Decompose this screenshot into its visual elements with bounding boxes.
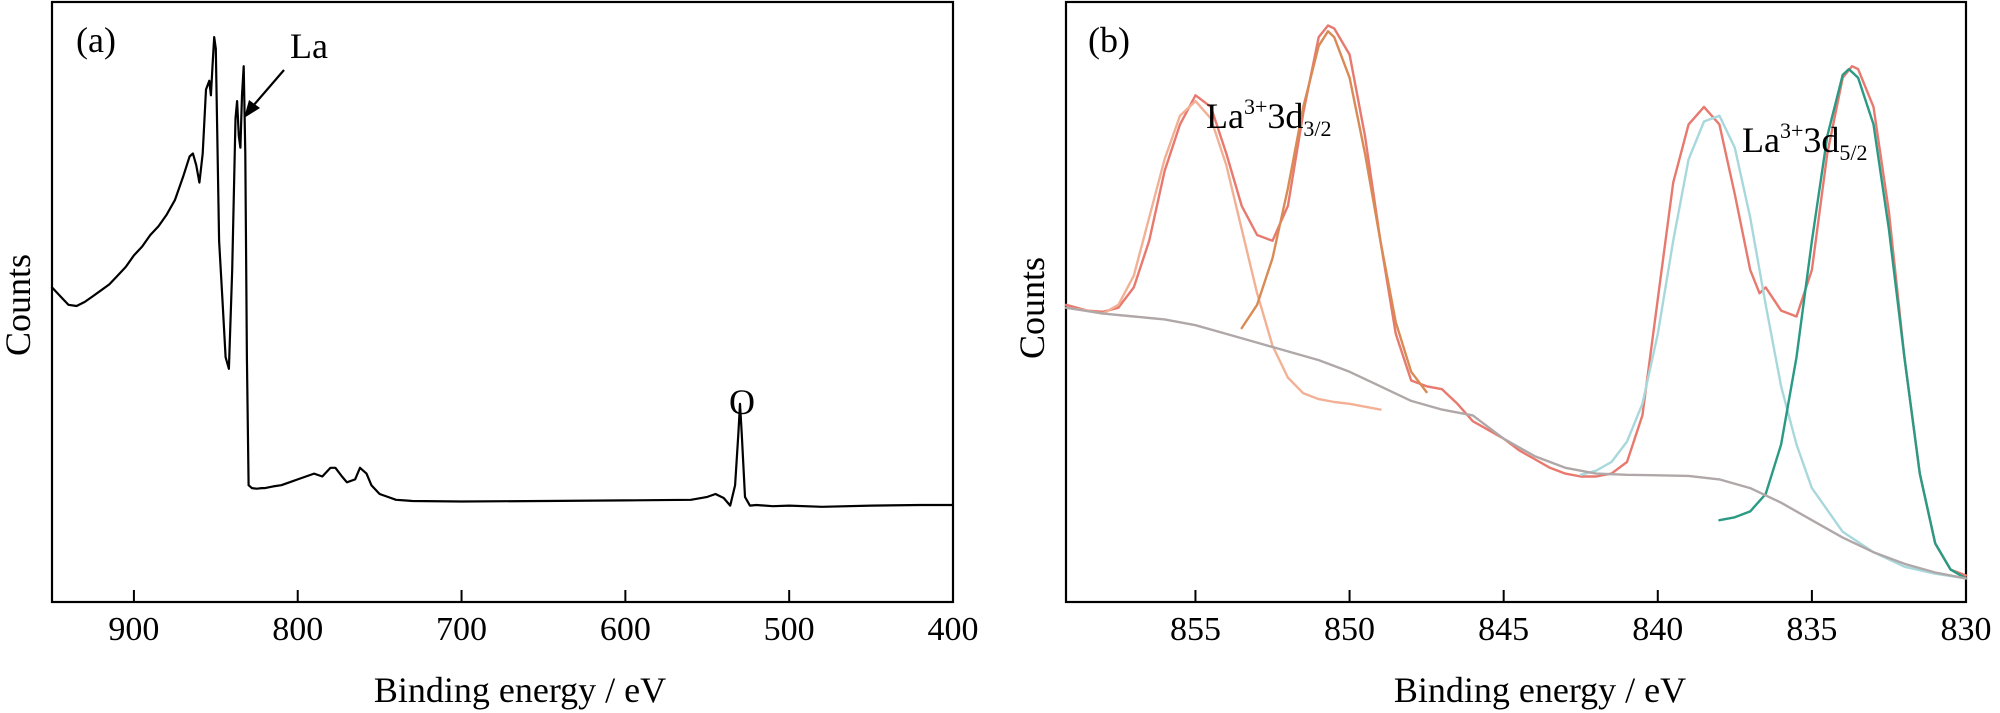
panel-b-y-axis-title: Counts <box>1012 257 1052 359</box>
peak-label-3d32-element: La <box>1206 96 1244 136</box>
peak-label-3d32-orbital: 3d <box>1267 96 1303 136</box>
panel-b-x-tick-label-0: 855 <box>1170 611 1221 648</box>
panel-b-x-tick-label-5: 830 <box>1941 611 1992 648</box>
peak-label-3d52-orbital: 3d <box>1803 120 1839 160</box>
panel-b-x-tick-label-2: 845 <box>1478 611 1529 648</box>
panel-b-x-axis-title: Binding energy / eV <box>1394 670 1686 710</box>
peak-label-3d52-charge: 3+ <box>1780 118 1803 143</box>
panel-b-series-4 <box>1718 67 1968 580</box>
peak-label-3d52-element: La <box>1742 120 1780 160</box>
panel-a-series-0 <box>50 36 955 508</box>
panel-b-x-tick-label-1: 850 <box>1324 611 1375 648</box>
panel-b-series-2 <box>1240 30 1428 394</box>
panel-b-curves <box>1064 24 1968 580</box>
panel-a-la-annotation: La <box>290 26 328 66</box>
panel-a-label: (a) <box>76 20 116 60</box>
panel-b-series-3 <box>1579 114 1968 580</box>
panel-b-series-1 <box>1064 99 1382 411</box>
panel-b-la3d-spectrum: 855 850 845 840 835 830 (b) Binding energy / … <box>1012 0 1992 710</box>
panel-a-curves <box>50 36 955 508</box>
panel-a-survey-spectrum: 900 800 700 600 500 400 (a) Binding energy / … <box>0 0 979 710</box>
panel-b-plot-frame <box>1064 0 1968 604</box>
panel-b-label: (b) <box>1088 20 1130 60</box>
panel-b-x-tick-label-3: 840 <box>1632 611 1683 648</box>
panel-a-o-annotation: O <box>729 382 755 422</box>
panel-a-x-tick-label-0: 900 <box>108 611 159 648</box>
panel-a-x-tick-label-2: 700 <box>436 611 487 648</box>
panel-b-peak-label-3d52: La3+3d5/2 <box>1742 118 1868 165</box>
panel-a-x-tick-label-3: 600 <box>600 611 651 648</box>
panel-a-x-ticks: 900 800 700 600 500 400 <box>108 590 979 648</box>
panel-a-x-tick-label-4: 500 <box>764 611 815 648</box>
panel-b-x-ticks: 855 850 845 840 835 830 <box>1170 590 1992 648</box>
panel-a-x-tick-label-1: 800 <box>272 611 323 648</box>
panel-b-peak-label-3d32: La3+3d3/2 <box>1206 94 1332 141</box>
panel-a-x-axis-title: Binding energy / eV <box>374 670 666 710</box>
panel-a-plot-frame <box>50 0 955 604</box>
peak-label-3d32-subscript: 3/2 <box>1303 116 1331 141</box>
panel-a-la-arrow <box>244 69 285 118</box>
panel-b-series-5 <box>1064 306 1968 580</box>
panel-a-x-tick-label-5: 400 <box>928 611 979 648</box>
panel-b-x-tick-label-4: 835 <box>1786 611 1837 648</box>
peak-label-3d32-charge: 3+ <box>1244 94 1267 119</box>
peak-label-3d52-subscript: 5/2 <box>1839 140 1867 165</box>
panel-b-series-0 <box>1064 24 1968 577</box>
panel-a-y-axis-title: Counts <box>0 254 38 356</box>
